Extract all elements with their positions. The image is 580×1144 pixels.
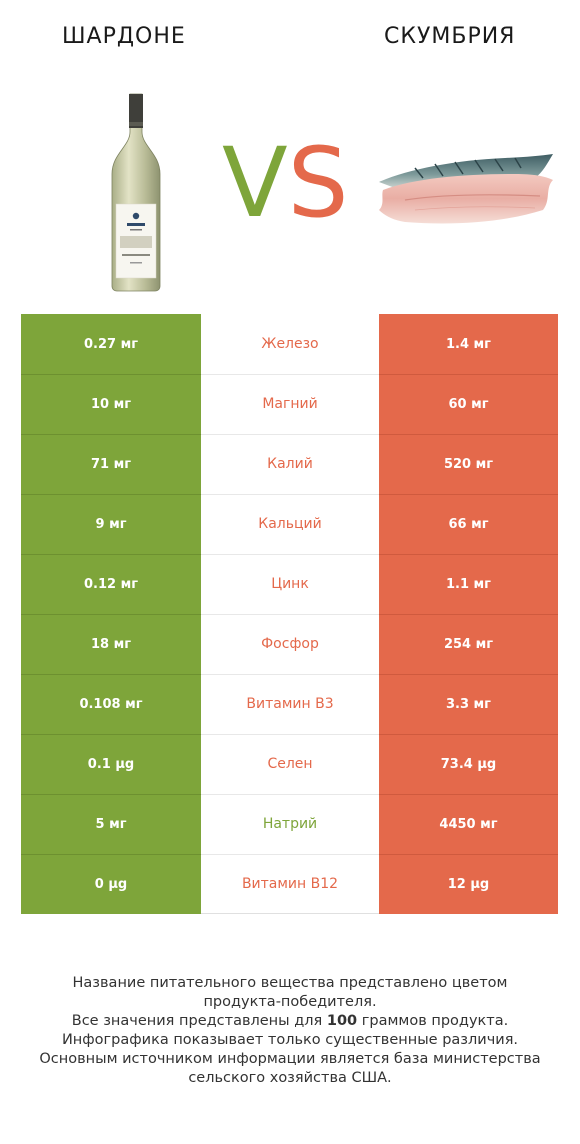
row-divider [21,854,558,855]
footnote-line-3-pre: Все значения представлены для [71,1013,327,1029]
nutrient-name: Фосфор [201,614,379,674]
left-value: 0.12 мг [21,554,201,614]
left-value: 5 мг [21,794,201,854]
row-divider [21,614,558,615]
table-row: 0.12 мг Цинк 1.1 мг [21,554,558,614]
table-row: 18 мг Фосфор 254 мг [21,614,558,674]
table-row: 0.108 мг Витамин B3 3.3 мг [21,674,558,734]
right-value: 12 µg [379,854,558,914]
right-value: 1.4 мг [379,314,558,374]
left-value: 18 мг [21,614,201,674]
footnote: Название питательного вещества представл… [20,974,560,1088]
right-value: 1.1 мг [379,554,558,614]
table-row: 71 мг Калий 520 мг [21,434,558,494]
nutrient-comparison-table: 0.27 мг Железо 1.4 мг 10 мг Магний 60 мг 71 мг… [21,314,558,914]
vs-letter-v: V [222,127,288,239]
table-row: 5 мг Натрий 4450 мг [21,794,558,854]
nutrient-name: Калий [201,434,379,494]
table-row: 10 мг Магний 60 мг [21,374,558,434]
right-value: 3.3 мг [379,674,558,734]
right-value: 60 мг [379,374,558,434]
footnote-line-2: продукта-победителя. [203,994,377,1010]
wine-bottle-icon [111,93,161,292]
footnote-line-1: Название питательного вещества представл… [72,975,508,991]
row-divider [21,794,558,795]
right-value: 520 мг [379,434,558,494]
nutrient-name: Натрий [201,794,379,854]
nutrient-name: Железо [201,314,379,374]
nutrient-name: Витамин B3 [201,674,379,734]
footnote-line-3: Все значения представлены для 100 граммо… [20,1012,560,1031]
left-value: 0.1 µg [21,734,201,794]
right-value: 66 мг [379,494,558,554]
footnote-line-6: сельского хозяйства США. [188,1070,392,1086]
left-value: 71 мг [21,434,201,494]
footnote-line-4: Инфографика показывает только существенн… [61,1032,519,1048]
left-value: 0.108 мг [21,674,201,734]
row-divider [21,734,558,735]
versus-label: VS [222,135,349,231]
right-value: 73.4 µg [379,734,558,794]
right-product-title: СКУМБРИЯ [384,24,516,49]
table-row: 9 мг Кальций 66 мг [21,494,558,554]
mackerel-fillet-icon [379,154,553,224]
left-value: 9 мг [21,494,201,554]
right-value: 254 мг [379,614,558,674]
table-row: 0.1 µg Селен 73.4 µg [21,734,558,794]
nutrient-name: Магний [201,374,379,434]
row-divider [21,494,558,495]
left-product-title: ШАРДОНЕ [62,24,186,49]
row-divider [21,374,558,375]
right-value: 4450 мг [379,794,558,854]
left-value: 0.27 мг [21,314,201,374]
left-value: 10 мг [21,374,201,434]
footnote-line-3-post: граммов продукта. [357,1013,509,1029]
vs-letter-s: S [287,127,349,239]
nutrient-name: Кальций [201,494,379,554]
row-divider [21,434,558,435]
nutrient-name: Селен [201,734,379,794]
row-divider [21,674,558,675]
table-row: 0 µg Витамин B12 12 µg [21,854,558,914]
left-value: 0 µg [21,854,201,914]
footnote-line-3-amount: 100 [326,1013,358,1029]
nutrient-name: Витамин B12 [201,854,379,914]
nutrient-name: Цинк [201,554,379,614]
footnote-line-5: Основным источником информации является … [39,1051,541,1067]
row-divider [21,554,558,555]
table-row: 0.27 мг Железо 1.4 мг [21,314,558,374]
